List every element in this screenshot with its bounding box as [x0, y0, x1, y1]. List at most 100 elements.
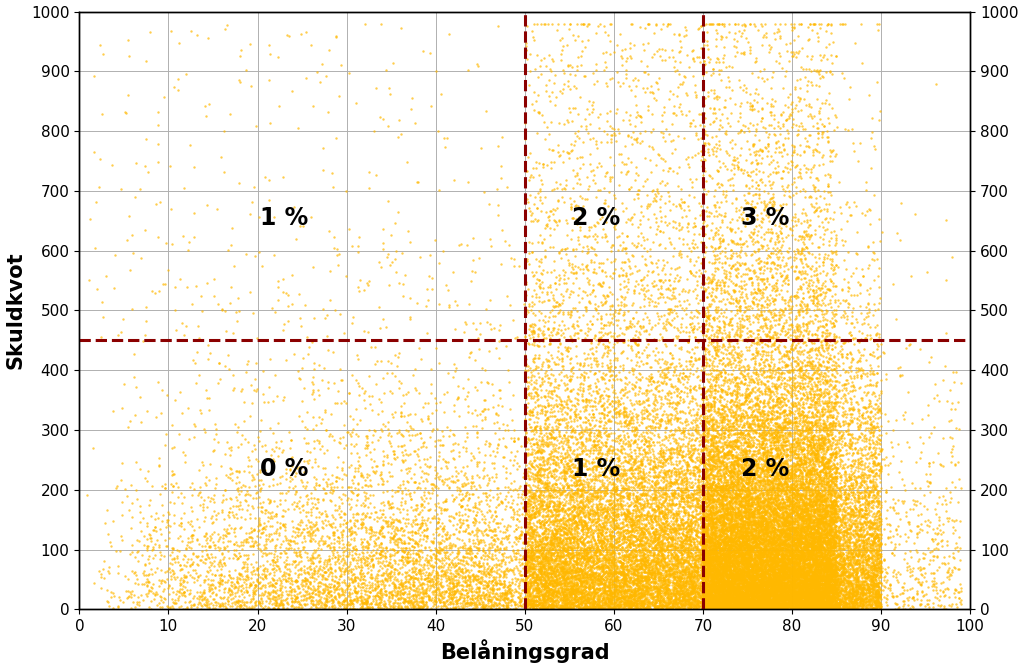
Point: [761, 545, 777, 555]
Point: [534, 602, 550, 613]
Point: [722, 557, 738, 567]
Point: [446, 438, 463, 448]
Point: [681, 595, 697, 606]
Point: [571, 575, 588, 586]
Point: [520, 463, 537, 474]
Point: [573, 503, 590, 514]
Point: [668, 601, 684, 611]
Point: [869, 572, 886, 583]
Point: [224, 581, 241, 591]
Point: [620, 595, 636, 605]
Point: [797, 593, 813, 604]
Point: [735, 412, 752, 423]
Point: [637, 531, 653, 542]
Point: [682, 118, 698, 129]
Point: [761, 521, 777, 532]
Point: [558, 533, 574, 543]
Point: [813, 484, 829, 494]
Point: [695, 230, 712, 241]
Point: [737, 539, 754, 549]
Point: [749, 96, 765, 107]
Point: [590, 574, 606, 585]
Point: [603, 561, 620, 571]
Point: [732, 547, 749, 558]
Point: [572, 513, 589, 524]
Point: [791, 592, 807, 603]
Point: [737, 587, 754, 598]
Point: [687, 589, 703, 599]
Point: [743, 602, 760, 613]
Point: [732, 575, 749, 586]
Point: [657, 594, 674, 605]
Point: [712, 483, 728, 494]
Point: [572, 377, 589, 388]
Point: [813, 596, 829, 607]
Point: [715, 457, 731, 468]
Point: [127, 192, 143, 203]
Point: [797, 583, 813, 593]
Point: [523, 434, 540, 445]
Point: [481, 595, 498, 605]
Point: [420, 413, 436, 424]
Point: [437, 533, 454, 543]
Point: [709, 432, 725, 443]
Point: [663, 569, 679, 580]
Point: [742, 582, 759, 593]
Point: [812, 589, 828, 600]
Point: [717, 584, 733, 595]
Point: [728, 389, 744, 399]
Point: [856, 510, 872, 521]
Point: [695, 504, 712, 515]
Point: [613, 384, 630, 395]
Point: [567, 570, 584, 581]
Point: [768, 572, 784, 583]
Point: [748, 598, 764, 609]
Point: [563, 493, 580, 504]
Point: [768, 559, 784, 570]
Point: [774, 486, 791, 497]
Point: [871, 510, 888, 520]
Point: [722, 547, 738, 557]
Point: [796, 601, 812, 612]
Point: [797, 521, 813, 532]
Point: [748, 589, 764, 599]
Point: [862, 397, 879, 408]
Point: [666, 511, 682, 522]
Point: [721, 583, 737, 594]
Point: [840, 336, 856, 347]
Point: [705, 411, 721, 422]
Point: [270, 599, 287, 609]
Point: [825, 383, 842, 393]
Point: [330, 587, 346, 598]
Point: [537, 603, 553, 614]
Point: [808, 421, 824, 432]
Point: [771, 310, 787, 320]
Point: [794, 427, 810, 438]
Point: [710, 514, 726, 525]
Point: [820, 585, 837, 595]
Point: [280, 590, 296, 601]
Point: [726, 603, 742, 613]
Point: [703, 553, 720, 563]
Point: [680, 373, 696, 384]
Point: [845, 578, 861, 589]
Point: [548, 600, 564, 611]
Point: [814, 510, 830, 520]
Point: [616, 549, 633, 560]
Point: [522, 548, 539, 559]
Point: [316, 597, 333, 607]
Point: [610, 124, 627, 134]
Point: [727, 527, 743, 538]
Point: [739, 544, 756, 555]
Point: [712, 591, 728, 601]
Point: [668, 559, 684, 569]
Point: [872, 594, 889, 605]
Point: [776, 601, 793, 611]
Point: [716, 553, 732, 563]
Point: [327, 592, 343, 603]
Point: [805, 551, 821, 562]
Point: [708, 408, 724, 419]
Point: [797, 565, 813, 576]
Point: [774, 304, 791, 315]
Point: [250, 456, 266, 467]
